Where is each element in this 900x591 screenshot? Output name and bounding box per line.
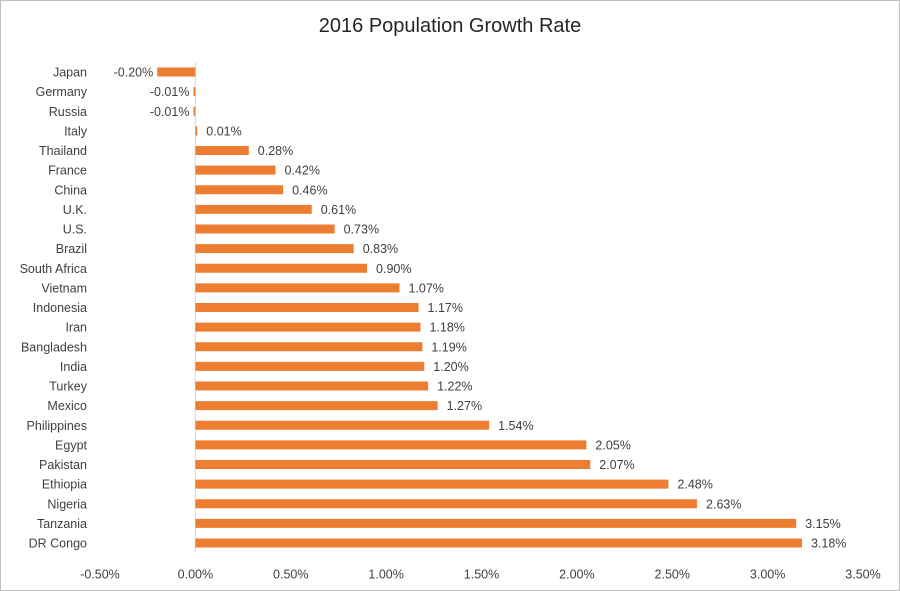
bar	[195, 479, 669, 489]
bar	[195, 126, 198, 136]
category-label: Turkey	[49, 380, 87, 394]
data-label: 1.19%	[431, 340, 466, 354]
data-label: 0.42%	[284, 164, 319, 178]
category-label: France	[48, 164, 87, 178]
category-label: China	[54, 183, 87, 197]
category-label: Germany	[36, 85, 88, 99]
data-label: 2.63%	[706, 497, 741, 511]
bar	[195, 518, 797, 528]
x-tick-label: 3.00%	[750, 568, 785, 582]
data-label: 2.05%	[595, 438, 630, 452]
category-label: Italy	[64, 124, 88, 138]
bar	[193, 106, 196, 116]
category-label: Thailand	[39, 144, 87, 158]
category-label: Pakistan	[39, 458, 87, 472]
bar	[195, 342, 423, 352]
x-tick-label: 3.50%	[845, 568, 880, 582]
data-label: 1.17%	[428, 301, 463, 315]
bar	[195, 185, 284, 195]
category-label: Tanzania	[37, 517, 87, 531]
category-label: India	[60, 360, 87, 374]
category-label: Indonesia	[33, 301, 87, 315]
bar	[195, 204, 312, 214]
bar	[195, 146, 249, 155]
category-label: Vietnam	[41, 281, 87, 295]
bar	[193, 87, 196, 97]
category-label: Nigeria	[47, 497, 87, 511]
x-tick-label: 0.00%	[178, 568, 213, 582]
category-label: Philippines	[27, 419, 87, 433]
data-label: 1.18%	[429, 321, 464, 335]
bar	[195, 244, 354, 254]
bar	[195, 283, 400, 293]
data-label: -0.01%	[150, 105, 190, 119]
data-label: 2.07%	[599, 458, 634, 472]
data-label: -0.01%	[150, 85, 190, 99]
category-label: Egypt	[55, 438, 87, 452]
bar	[195, 322, 421, 332]
category-label: South Africa	[20, 262, 87, 276]
data-label: 3.18%	[811, 537, 846, 551]
x-tick-label: 1.50%	[464, 568, 499, 582]
bar	[195, 263, 368, 273]
data-label: -0.20%	[114, 66, 154, 80]
bar	[195, 420, 490, 430]
data-label: 0.83%	[363, 242, 398, 256]
category-label: U.S.	[63, 223, 87, 237]
bar	[195, 538, 802, 548]
data-label: 0.61%	[321, 203, 356, 217]
category-label: Japan	[53, 66, 87, 80]
bar	[195, 165, 276, 175]
category-label: Ethiopia	[42, 478, 87, 492]
x-tick-label: 0.50%	[273, 568, 308, 582]
x-tick-label: 2.00%	[559, 568, 594, 582]
category-label: Bangladesh	[21, 340, 87, 354]
bar	[157, 67, 196, 77]
bar	[195, 460, 591, 469]
data-label: 0.90%	[376, 262, 411, 276]
bar	[195, 361, 425, 371]
data-label: 0.73%	[344, 223, 379, 237]
data-label: 2.48%	[677, 478, 712, 492]
chart-title: 2016 Population Growth Rate	[318, 15, 582, 37]
data-label: 1.27%	[447, 399, 482, 413]
data-label: 1.22%	[437, 380, 472, 394]
category-label: Mexico	[47, 399, 87, 413]
category-label: DR Congo	[29, 537, 87, 551]
x-tick-label: -0.50%	[80, 568, 120, 582]
data-label: 0.46%	[292, 183, 327, 197]
bar	[195, 303, 419, 312]
data-label: 1.54%	[498, 419, 533, 433]
x-tick-label: 2.50%	[655, 568, 690, 582]
bar	[195, 381, 429, 391]
category-label: U.K.	[63, 203, 87, 217]
category-label: Brazil	[56, 242, 87, 256]
category-label: Iran	[65, 321, 87, 335]
data-label: 0.01%	[206, 124, 241, 138]
data-label: 1.07%	[408, 281, 443, 295]
data-label: 1.20%	[433, 360, 468, 374]
data-label: 0.28%	[258, 144, 293, 158]
bar	[195, 499, 698, 509]
data-label: 3.15%	[805, 517, 840, 531]
bar	[195, 224, 335, 234]
category-label: Russia	[49, 105, 87, 119]
bar	[195, 401, 438, 411]
bar	[195, 440, 587, 450]
x-tick-label: 1.00%	[368, 568, 403, 582]
